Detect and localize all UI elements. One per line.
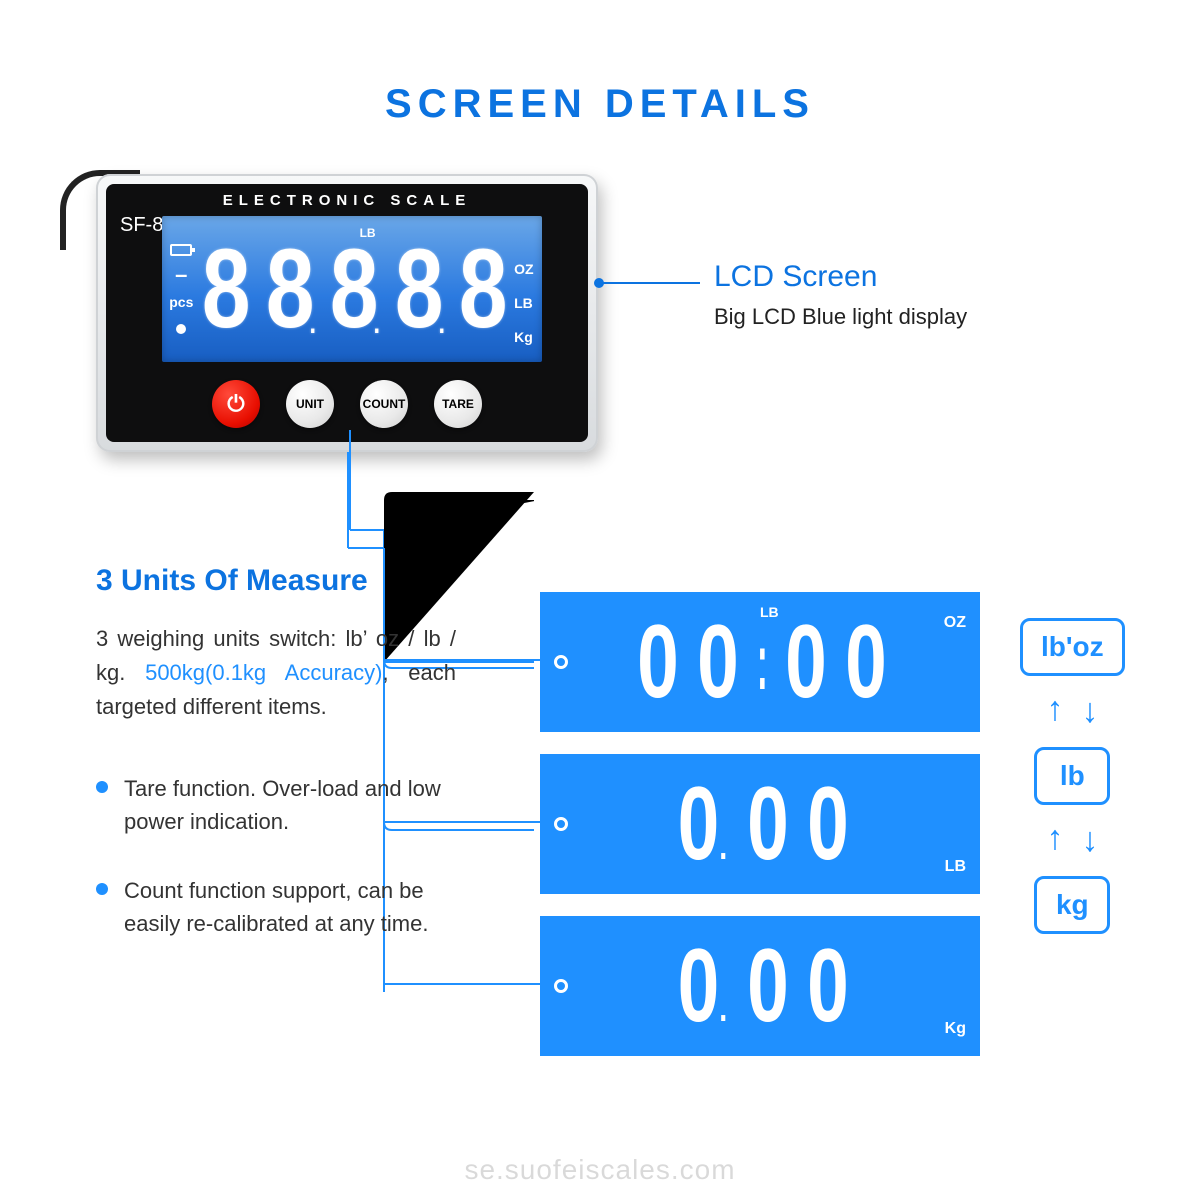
- unit-badges: lb'oz ↑↓ lb ↑↓ kg: [1020, 618, 1125, 934]
- indicator-dot-icon: [176, 324, 186, 334]
- mini-unit: OZ: [944, 614, 966, 632]
- watermark: se.suofeiscales.com: [0, 1154, 1200, 1186]
- lcd-callout: LCD Screen Big LCD Blue light display: [714, 260, 1094, 330]
- power-button[interactable]: ⏻: [212, 380, 260, 428]
- units-of-measure-block: 3 Units Of Measure 3 weighing units swit…: [96, 564, 456, 976]
- lcd-digits: 8 8. 8. 8. 8: [195, 233, 514, 345]
- mini-digit: 0: [845, 610, 887, 714]
- mini-digit: 0: [747, 934, 789, 1038]
- badge-kg: kg: [1034, 876, 1110, 934]
- badge-lb: lb: [1034, 747, 1110, 805]
- mini-digit: 0.: [678, 934, 728, 1038]
- lcd-digit: 8.: [266, 233, 315, 345]
- mini-digit: 0: [637, 610, 679, 714]
- mini-digit: 0: [807, 772, 849, 876]
- unit-kg: Kg: [514, 329, 533, 345]
- device-face: ELECTRONIC SCALE SF-809 – pcs LB 8 8. 8.…: [106, 184, 588, 442]
- bullet-item: Tare function. Over-load and low power i…: [96, 772, 456, 838]
- indicator-dot-icon: [554, 817, 568, 831]
- lcd-left-indicators: – pcs: [168, 244, 195, 334]
- units-desc-highlight: 500kg(0.1kg Accuracy): [145, 660, 382, 685]
- unit-lb: LB: [514, 295, 533, 311]
- lcd-callout-title: LCD Screen: [714, 260, 1094, 294]
- count-button[interactable]: COUNT: [360, 380, 408, 428]
- indicator-dot-icon: [554, 979, 568, 993]
- button-row: ⏻ UNIT COUNT TARE: [106, 380, 588, 428]
- scale-device: ELECTRONIC SCALE SF-809 – pcs LB 8 8. 8.…: [96, 174, 598, 452]
- tare-button[interactable]: TARE: [434, 380, 482, 428]
- feature-bullets: Tare function. Over-load and low power i…: [96, 772, 456, 940]
- mini-digits: 0. 0 0: [580, 772, 945, 876]
- lcd-digit: 8: [459, 233, 508, 345]
- callout-line: [600, 282, 700, 284]
- mini-digit: 0: [697, 610, 739, 714]
- badge-lboz: lb'oz: [1020, 618, 1125, 676]
- mini-digit: 0: [747, 772, 789, 876]
- unit-button[interactable]: UNIT: [286, 380, 334, 428]
- mini-unit: Kg: [945, 1020, 966, 1038]
- mini-digits: 0 0 : 0 0: [580, 610, 944, 714]
- lcd-digit: 8: [201, 233, 250, 345]
- units-description: 3 weighing units switch: lb’ oz / lb / k…: [96, 622, 456, 724]
- battery-icon: [170, 244, 192, 256]
- mini-digit: 0.: [678, 772, 728, 876]
- units-heading: 3 Units Of Measure: [96, 564, 456, 598]
- mini-lcd-kg: 0. 0 0 Kg: [540, 916, 980, 1056]
- page-title: SCREEN DETAILS: [0, 82, 1200, 127]
- lcd-screen: – pcs LB 8 8. 8. 8. 8 OZ LB Kg: [162, 216, 542, 362]
- device-top-label: ELECTRONIC SCALE: [106, 192, 588, 209]
- mini-lcd-lb: 0. 0 0 LB: [540, 754, 980, 894]
- pcs-label: pcs: [169, 294, 193, 310]
- mini-unit: LB: [945, 858, 966, 876]
- mini-lcd-stack: LB 0 0 : 0 0 OZ 0. 0 0 LB 0. 0 0 Kg: [540, 592, 980, 1056]
- minus-icon: –: [175, 270, 187, 280]
- lcd-callout-subtitle: Big LCD Blue light display: [714, 304, 1094, 330]
- lcd-digit: 8.: [394, 233, 443, 345]
- colon-icon: :: [757, 622, 768, 702]
- indicator-dot-icon: [554, 655, 568, 669]
- mini-digit: 0: [785, 610, 827, 714]
- mini-digit: 0: [807, 934, 849, 1038]
- bullet-item: Count function support, can be easily re…: [96, 874, 456, 940]
- lcd-digit: 8.: [330, 233, 379, 345]
- mini-lcd-lboz: LB 0 0 : 0 0 OZ: [540, 592, 980, 732]
- unit-oz: OZ: [514, 261, 533, 277]
- lcd-right-units: OZ LB Kg: [514, 233, 536, 345]
- arrows-icon: ↑↓: [1046, 698, 1098, 725]
- arrows-icon: ↑↓: [1046, 827, 1098, 854]
- mini-digits: 0. 0 0: [580, 934, 945, 1038]
